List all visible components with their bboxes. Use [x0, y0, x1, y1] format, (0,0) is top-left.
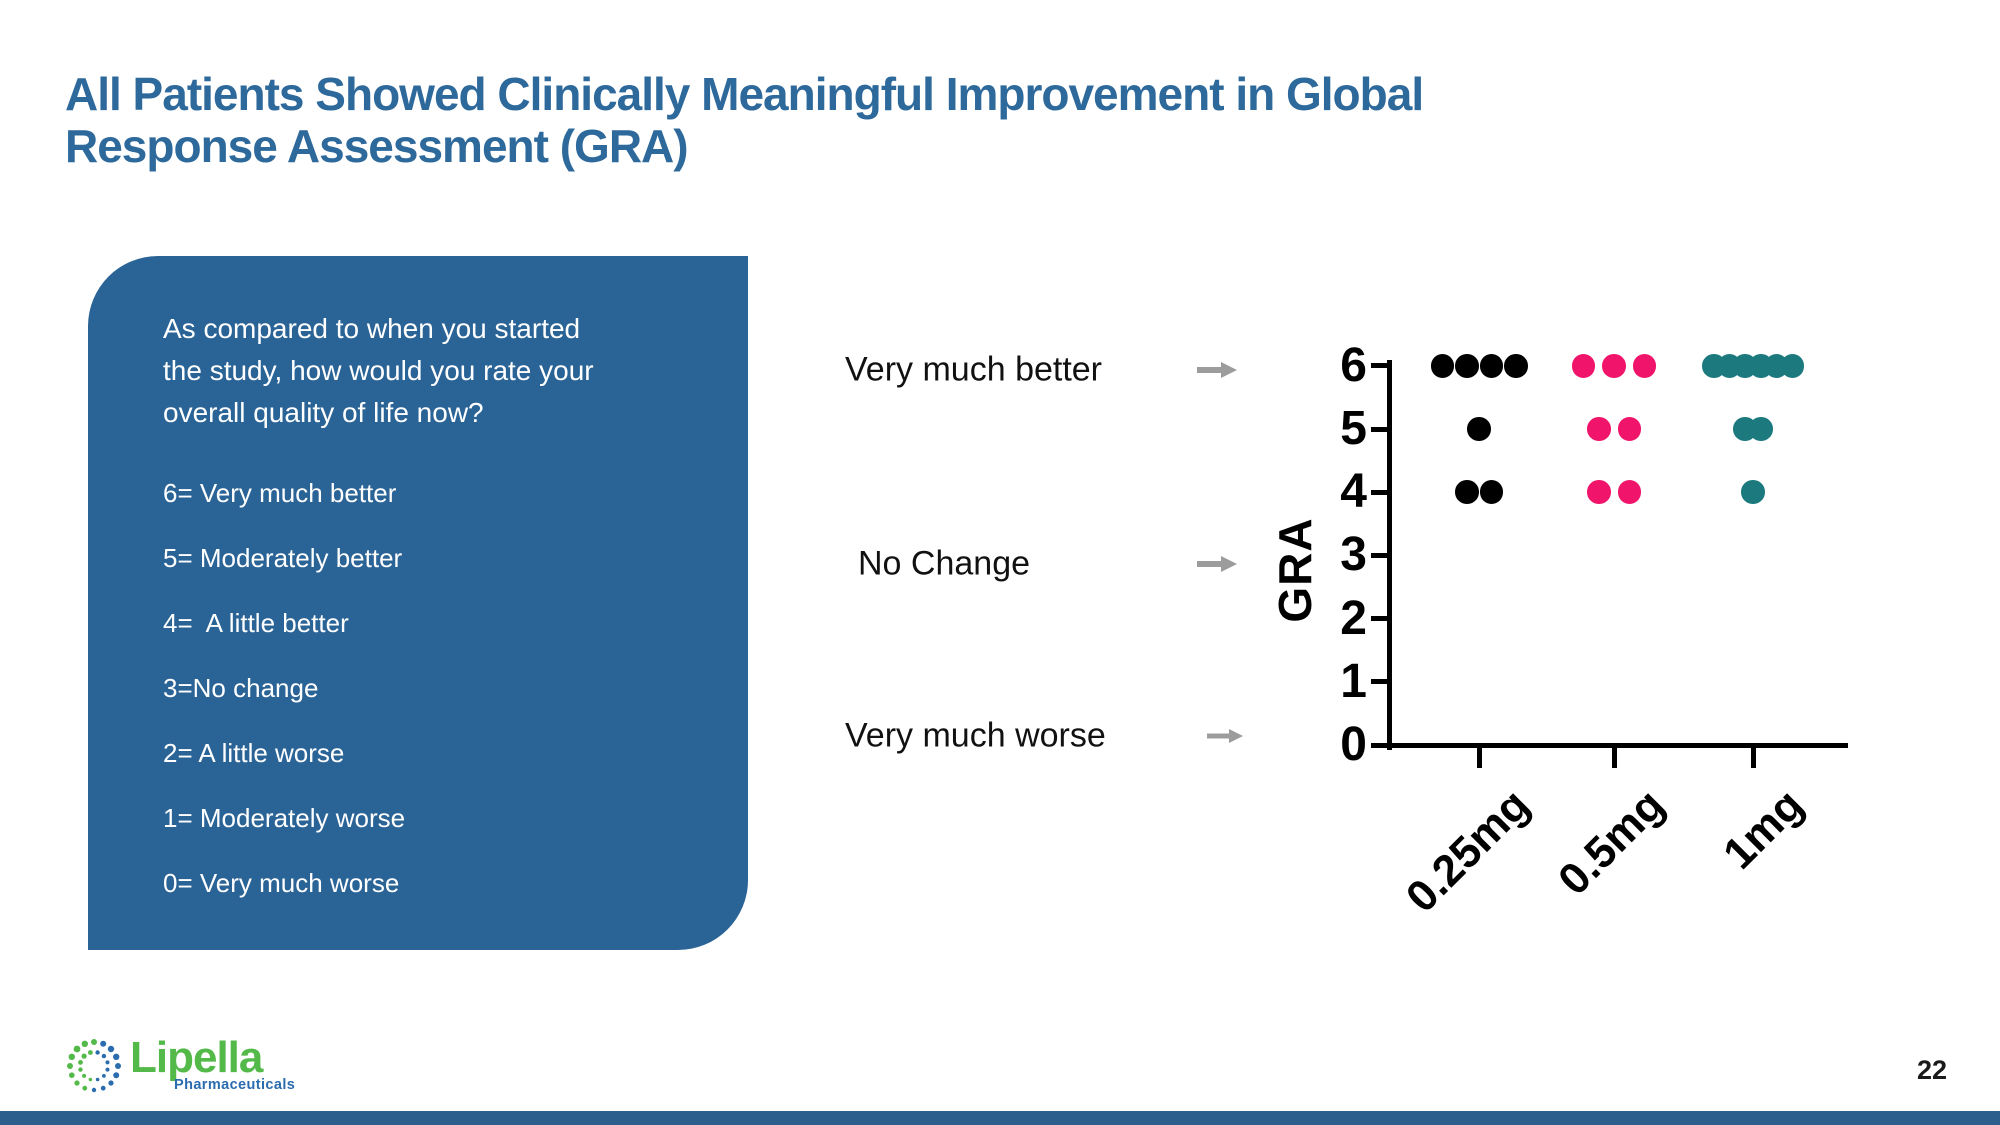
gra-scale-list: 6= Very much better 5= Moderately better…	[163, 472, 708, 904]
right-arrow-icon	[1207, 729, 1243, 743]
y-tick-mark	[1371, 363, 1387, 369]
x-tick-mark	[1611, 748, 1617, 768]
right-arrow-icon	[1197, 556, 1237, 572]
data-point	[1587, 480, 1611, 504]
x-category-label: 0.25mg	[1396, 780, 1539, 922]
y-tick-mark	[1371, 616, 1387, 622]
scale-item-4: 4= A little better	[163, 608, 349, 638]
x-axis-line	[1387, 743, 1848, 748]
x-category-label: 1mg	[1714, 780, 1813, 879]
y-axis-title: GRA	[1269, 517, 1321, 623]
y-tick-mark	[1371, 489, 1387, 495]
lipella-logo: Lipella Pharmaceuticals	[64, 1036, 295, 1096]
page-number: 22	[1916, 1055, 1947, 1085]
logo-brand-name: Lipella	[130, 1033, 263, 1082]
y-tick-mark	[1371, 552, 1387, 558]
slide-title: All Patients Showed Clinically Meaningfu…	[65, 68, 1445, 172]
data-point	[1733, 354, 1757, 378]
scale-item-0: 0= Very much worse	[163, 868, 400, 898]
data-point	[1504, 354, 1528, 378]
annotation-very-much-better: Very much better	[845, 350, 1103, 389]
data-point	[1455, 480, 1479, 504]
y-tick-label: 5	[1340, 402, 1367, 455]
data-point	[1430, 354, 1454, 378]
x-tick-mark	[1476, 748, 1482, 768]
data-point	[1764, 354, 1789, 378]
annotation-no-change: No Change	[858, 544, 1031, 583]
data-point	[1632, 354, 1657, 378]
y-tick-mark	[1371, 426, 1387, 432]
question-text: As compared to when you started the stud…	[163, 308, 708, 434]
data-point	[1571, 354, 1596, 378]
lipella-logo-text: Lipella Pharmaceuticals	[130, 1036, 295, 1093]
y-tick-label: 2	[1340, 591, 1367, 645]
data-point	[1780, 354, 1804, 378]
data-point	[1741, 480, 1765, 504]
slide-title-line1: All Patients Showed Clinically Meaningfu…	[65, 68, 1424, 120]
y-tick-label: 1	[1340, 654, 1367, 708]
x-tick-mark	[1750, 748, 1756, 768]
y-axis-line	[1387, 360, 1392, 750]
data-point	[1733, 417, 1757, 441]
data-point	[1587, 417, 1611, 441]
data-point	[1702, 354, 1726, 378]
data-point	[1749, 354, 1773, 378]
scale-item-5: 5= Moderately better	[163, 543, 403, 573]
right-arrow-icon	[1197, 362, 1237, 378]
data-point	[1455, 354, 1479, 378]
question-line: overall quality of life now?	[163, 397, 484, 428]
data-point	[1479, 480, 1503, 504]
x-category-label: 0.5mg	[1549, 780, 1674, 905]
question-box: As compared to when you started the stud…	[88, 256, 748, 950]
logo-subtitle: Pharmaceuticals	[174, 1077, 296, 1093]
scale-item-3: 3=No change	[163, 673, 319, 703]
lipella-logo-mark	[67, 1039, 121, 1093]
y-tick-label: 0	[1340, 718, 1367, 771]
question-line: the study, how would you rate your	[163, 355, 594, 386]
data-point	[1602, 354, 1626, 378]
question-line: As compared to when you started	[163, 313, 581, 344]
scale-item-1: 1= Moderately worse	[163, 803, 406, 833]
data-point	[1617, 480, 1641, 504]
data-point	[1467, 417, 1491, 441]
y-tick-label: 4	[1340, 465, 1367, 519]
y-tick-label: 6	[1340, 338, 1367, 392]
slide-title-line2: Response Assessment (GRA)	[65, 120, 689, 172]
scale-item-2: 2= A little worse	[163, 738, 345, 768]
bottom-accent-bar	[0, 1111, 2000, 1125]
annotation-very-much-worse: Very much worse	[845, 716, 1106, 755]
y-tick-mark	[1371, 679, 1387, 685]
y-tick-label: 3	[1340, 528, 1367, 582]
data-point	[1479, 354, 1503, 378]
scale-item-6: 6= Very much better	[163, 478, 397, 508]
data-point	[1717, 354, 1742, 378]
y-tick-mark	[1371, 742, 1387, 748]
data-point	[1749, 417, 1773, 441]
data-point	[1617, 417, 1641, 441]
